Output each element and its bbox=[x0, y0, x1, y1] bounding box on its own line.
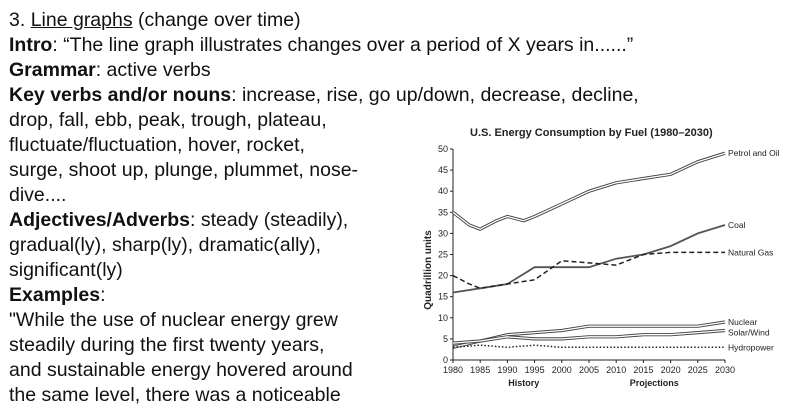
series-label-hydropower: Hydropower bbox=[728, 342, 774, 352]
intro-label: Intro bbox=[9, 34, 53, 56]
x-tick-label: 2030 bbox=[715, 365, 735, 375]
keyverbs-line-3: fluctuate/fluctuation, hover, rocket, bbox=[9, 134, 305, 156]
y-tick-label: 45 bbox=[438, 165, 448, 175]
x-tick-label: 1985 bbox=[470, 365, 490, 375]
x-tick-label: 2000 bbox=[552, 365, 572, 375]
grammar-label: Grammar bbox=[9, 59, 96, 81]
series-label-solar-wind: Solar/Wind bbox=[728, 328, 770, 338]
x-tick-label: 2025 bbox=[688, 365, 708, 375]
y-tick-label: 15 bbox=[438, 292, 448, 302]
intro-line: Intro: “The line graph illustrates chang… bbox=[9, 33, 633, 58]
energy-line-chart: U.S. Energy Consumption by Fuel (1980–20… bbox=[423, 127, 780, 388]
intro-text: : “The line graph illustrates changes ov… bbox=[52, 34, 634, 56]
section-heading: 3. Line graphs (change over time) bbox=[9, 8, 301, 33]
grammar-line: Grammar: active verbs bbox=[9, 58, 211, 83]
y-tick-label: 20 bbox=[438, 271, 448, 281]
y-tick-label: 30 bbox=[438, 228, 448, 238]
keyverbs-line-5: dive.... bbox=[9, 184, 67, 206]
examples-colon: : bbox=[100, 284, 106, 306]
x-tick-label: 2015 bbox=[633, 365, 653, 375]
period-label-history: History bbox=[508, 378, 539, 388]
adjectives-text: : steady (steadily), bbox=[190, 209, 349, 231]
heading-number: 3. bbox=[9, 9, 26, 31]
y-tick-label: 50 bbox=[438, 144, 448, 154]
adjectives-line: Adjectives/Adverbs: steady (steadily), bbox=[9, 208, 348, 233]
heading-subtitle: (change over time) bbox=[138, 9, 301, 31]
keyverbs-text: : increase, rise, go up/down, decrease, … bbox=[231, 84, 639, 106]
y-axis-label: Quadrillion units bbox=[423, 230, 434, 310]
adjectives-label: Adjectives/Adverbs bbox=[9, 209, 190, 231]
x-tick-label: 1995 bbox=[525, 365, 545, 375]
chart-series bbox=[452, 151, 726, 349]
x-tick-label: 2005 bbox=[579, 365, 599, 375]
keyverbs-line-4: surge, shoot up, plunge, plummet, nose- bbox=[9, 159, 359, 181]
example-text-2: steadily during the first twenty years, bbox=[9, 334, 325, 356]
series-label-petrol-and-oil: Petrol and Oil bbox=[728, 148, 780, 158]
series-line-hydropower bbox=[452, 344, 725, 349]
y-tick-label: 0 bbox=[443, 355, 448, 365]
examples-label: Examples bbox=[9, 284, 101, 306]
y-tick-label: 25 bbox=[438, 250, 448, 260]
y-tick-label: 10 bbox=[438, 313, 448, 323]
chart-series-labels: Petrol and Oil Coal Natural Gas NuclearSola… bbox=[728, 148, 780, 352]
example-text-1: "While the use of nuclear energy grew bbox=[9, 309, 338, 331]
x-tick-label: 1990 bbox=[497, 365, 517, 375]
x-tick-label: 1980 bbox=[443, 365, 463, 375]
y-tick-label: 35 bbox=[438, 207, 448, 217]
chart-title: U.S. Energy Consumption by Fuel (1980–20… bbox=[470, 127, 713, 139]
keyverbs-label: Key verbs and/or nouns bbox=[9, 84, 232, 106]
y-tick-label: 5 bbox=[443, 334, 448, 344]
grammar-text: : active verbs bbox=[95, 59, 211, 81]
adjectives-line-2: gradual(ly), sharp(ly), dramatic(ally), bbox=[9, 234, 322, 256]
series-label-natural-gas: Natural Gas bbox=[728, 247, 773, 257]
series-line-solar-wind-inner bbox=[452, 329, 726, 344]
series-line-natural-gas bbox=[452, 251, 725, 290]
series-label-nuclear: Nuclear bbox=[728, 317, 757, 327]
x-tick-label: 2010 bbox=[606, 365, 626, 375]
series-line-petrol-and-oil-inner bbox=[452, 152, 726, 230]
examples-line: Examples: bbox=[9, 283, 105, 308]
period-label-projections: Projections bbox=[630, 378, 679, 388]
example-text-4: the same level, there was a noticeable bbox=[9, 384, 341, 406]
keyverbs-line: Key verbs and/or nouns: increase, rise, … bbox=[9, 83, 639, 108]
adjectives-line-3: significant(ly) bbox=[9, 259, 123, 281]
example-text-3: and sustainable energy hovered around bbox=[9, 359, 353, 381]
series-label-coal: Coal bbox=[728, 220, 746, 230]
keyverbs-line-2: drop, fall, ebb, peak, trough, plateau, bbox=[9, 109, 327, 131]
series-line-coal bbox=[452, 224, 726, 294]
heading-title: Line graphs bbox=[30, 9, 133, 31]
y-tick-label: 40 bbox=[438, 186, 448, 196]
x-tick-label: 2020 bbox=[661, 365, 681, 375]
